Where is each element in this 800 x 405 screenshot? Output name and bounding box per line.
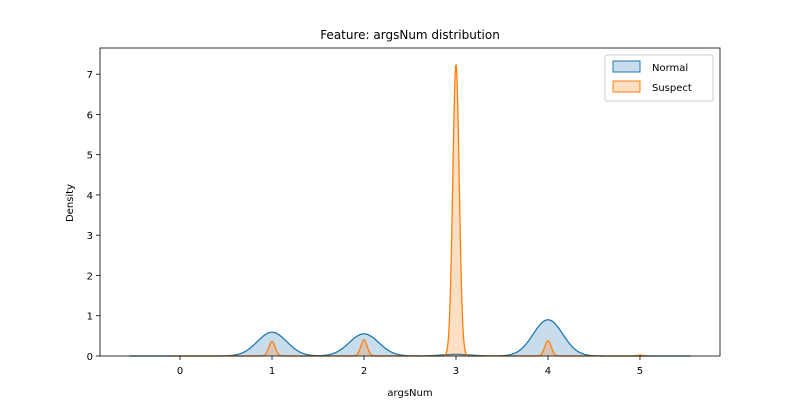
y-tick-label: 1 <box>87 312 93 323</box>
x-tick-label: 1 <box>269 366 275 377</box>
legend-label-normal: Normal <box>652 63 688 74</box>
y-tick-label: 2 <box>87 271 93 282</box>
chart-title: Feature: argsNum distribution <box>320 28 500 42</box>
x-tick-label: 2 <box>361 366 367 377</box>
y-tick-label: 7 <box>87 70 93 81</box>
density-area-normal <box>129 319 691 356</box>
x-tick-label: 5 <box>637 366 643 377</box>
y-tick-label: 0 <box>87 352 93 363</box>
y-tick-label: 6 <box>87 110 93 121</box>
y-axis-ticks: 0 1 2 3 4 5 6 7 <box>87 70 100 363</box>
plot-frame <box>99 47 721 357</box>
y-tick-label: 4 <box>87 191 93 202</box>
y-tick-label: 3 <box>87 231 93 242</box>
legend-swatch-normal <box>612 60 641 73</box>
legend-label-suspect: Suspect <box>652 83 692 94</box>
x-axis-ticks: 0 1 2 3 4 5 <box>177 356 643 377</box>
x-tick-label: 3 <box>453 366 459 377</box>
y-axis-label: Density <box>65 184 76 222</box>
legend-box <box>604 54 714 102</box>
legend: Normal Suspect <box>604 54 714 102</box>
y-tick-label: 5 <box>87 151 93 162</box>
legend-swatch-suspect <box>612 80 641 93</box>
x-tick-label: 0 <box>177 366 183 377</box>
x-axis-label: argsNum <box>387 388 432 399</box>
x-tick-label: 4 <box>545 366 551 377</box>
